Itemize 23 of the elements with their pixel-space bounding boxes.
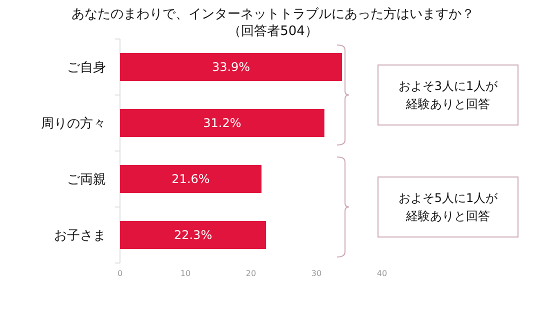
bar bbox=[120, 53, 342, 81]
text: 経験ありと回答 bbox=[405, 209, 490, 224]
y-tick-label: ご自身 bbox=[67, 60, 106, 76]
data-label: 33.9% bbox=[212, 60, 250, 74]
chart-subtitle: （回答者504） bbox=[228, 24, 318, 39]
bar bbox=[120, 109, 324, 137]
text: およそ5人に1人が bbox=[398, 191, 499, 206]
chart-title: あなたのまわりで、インターネットトラブルにあった方はいますか？ bbox=[72, 6, 474, 22]
x-tick-label: 40 bbox=[376, 268, 388, 278]
y-tick-label: 周りの方々 bbox=[41, 116, 106, 132]
data-label: 21.6% bbox=[172, 172, 210, 186]
bar bbox=[120, 221, 266, 249]
text: およそ3人に1人が bbox=[398, 79, 499, 94]
x-tick-label: 20 bbox=[246, 268, 256, 278]
y-tick-label: お子さま bbox=[54, 228, 106, 244]
y-tick-label: ご両親 bbox=[67, 172, 106, 188]
x-tick-label: 10 bbox=[180, 268, 191, 278]
bar bbox=[120, 165, 262, 193]
x-tick-label: 0 bbox=[117, 268, 123, 278]
x-tick-label: 30 bbox=[311, 268, 322, 278]
data-label: 22.3% bbox=[174, 228, 212, 242]
text: 経験ありと回答 bbox=[405, 97, 490, 112]
data-label: 31.2% bbox=[203, 116, 242, 130]
